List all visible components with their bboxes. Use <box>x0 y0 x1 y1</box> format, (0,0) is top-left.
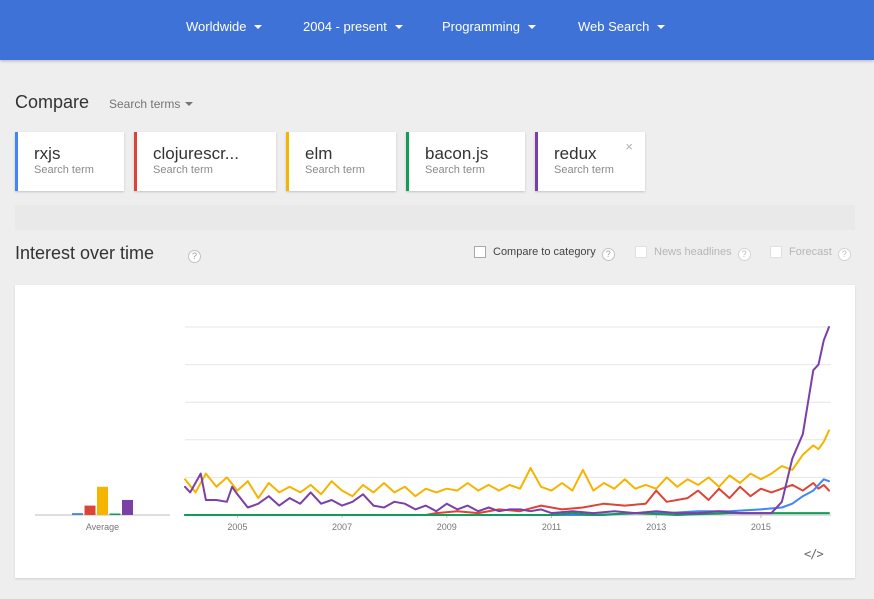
help-icon: ? <box>837 248 851 261</box>
term-type: Search term <box>34 164 94 176</box>
x-tick-label: 2011 <box>542 522 561 532</box>
category-filter-label: Programming <box>442 19 521 34</box>
time-range-filter[interactable]: 2004 - present <box>303 19 403 37</box>
search-terms-dropdown-label: Search terms <box>109 97 181 111</box>
chevron-down-icon <box>254 25 263 29</box>
average-label: Average <box>86 522 119 532</box>
term-name: bacon.js <box>425 144 489 163</box>
interest-over-time-title: Interest over time <box>15 243 155 263</box>
term-type: Search term <box>425 164 485 176</box>
term-card-baconjs[interactable]: bacon.js Search term <box>406 132 525 191</box>
chevron-down-icon <box>185 102 194 106</box>
term-card-clojurescript[interactable]: clojurescr... Search term <box>134 132 276 191</box>
x-tick-label: 2005 <box>227 522 247 532</box>
compare-to-category-option[interactable]: Compare to category? <box>474 246 615 261</box>
forecast-checkbox <box>770 246 782 258</box>
interest-chart-card: Average 2005 2007 2009 2011 2013 2015 </> <box>15 285 855 578</box>
time-range-filter-label: 2004 - present <box>303 19 387 34</box>
average-bar <box>84 505 96 515</box>
x-tick-label: 2013 <box>646 522 666 532</box>
category-filter[interactable]: Programming <box>442 19 537 37</box>
series-line <box>184 429 830 500</box>
term-type: Search term <box>554 164 614 176</box>
term-type: Search term <box>153 164 213 176</box>
x-tick-label: 2007 <box>332 522 352 532</box>
term-type: Search term <box>305 164 365 176</box>
region-filter-label: Worldwide <box>186 19 247 34</box>
help-icon[interactable]: ? <box>601 248 615 261</box>
term-card-elm[interactable]: elm Search term <box>286 132 396 191</box>
term-card-redux[interactable]: redux Search term × <box>535 132 645 191</box>
news-headlines-label: News headlines <box>654 246 732 258</box>
search-type-filter[interactable]: Web Search <box>578 19 666 37</box>
embed-code-icon[interactable]: </> <box>804 547 824 561</box>
term-card-rxjs[interactable]: rxjs Search term <box>15 132 124 191</box>
close-icon[interactable]: × <box>625 139 633 154</box>
average-bar <box>109 513 121 515</box>
news-headlines-option: News headlines? <box>635 246 751 261</box>
average-bar <box>97 486 108 515</box>
x-tick-label: 2015 <box>751 522 771 532</box>
chevron-down-icon <box>528 25 537 29</box>
average-bar <box>72 513 83 515</box>
chevron-down-icon <box>394 25 403 29</box>
forecast-option: Forecast? <box>770 246 851 261</box>
term-name: elm <box>305 144 333 163</box>
x-tick-label: 2009 <box>437 522 457 532</box>
compare-to-category-checkbox[interactable] <box>474 246 486 258</box>
help-icon[interactable]: ? <box>188 250 201 263</box>
help-icon: ? <box>737 248 751 261</box>
compare-to-category-label: Compare to category <box>493 246 596 258</box>
interest-line-chart: Average 2005 2007 2009 2011 2013 2015 <box>35 326 831 532</box>
series-line <box>184 326 830 515</box>
term-name: clojurescr... <box>153 144 239 163</box>
divider-band <box>15 205 855 230</box>
forecast-label: Forecast <box>789 246 832 258</box>
news-headlines-checkbox <box>635 246 647 258</box>
filter-bar: Worldwide 2004 - present Programming Web… <box>0 0 874 60</box>
average-bar <box>122 499 133 515</box>
compare-title: Compare <box>15 92 90 112</box>
search-terms-dropdown[interactable]: Search terms <box>109 97 194 111</box>
term-name: rxjs <box>34 144 61 163</box>
series-line <box>184 482 830 516</box>
chevron-down-icon <box>657 25 666 29</box>
search-type-filter-label: Web Search <box>578 19 650 34</box>
region-filter[interactable]: Worldwide <box>186 19 263 37</box>
term-name: redux <box>554 144 597 163</box>
